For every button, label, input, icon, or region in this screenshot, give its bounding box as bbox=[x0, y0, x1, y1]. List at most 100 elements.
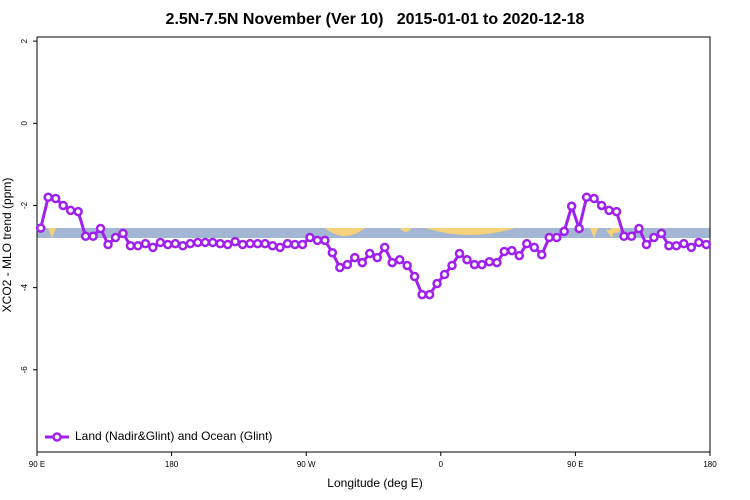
data-point bbox=[305, 232, 315, 243]
data-point bbox=[394, 254, 405, 265]
x-tick-label: 90 E bbox=[29, 460, 45, 469]
data-point bbox=[671, 240, 682, 251]
data-point bbox=[611, 206, 622, 217]
data-point bbox=[245, 238, 255, 249]
x-tick-label: 90 W bbox=[297, 460, 316, 469]
data-point bbox=[694, 237, 704, 248]
data-point bbox=[222, 239, 233, 250]
data-point bbox=[110, 232, 121, 243]
data-point bbox=[118, 228, 128, 239]
x-tick-label: 180 bbox=[703, 460, 717, 469]
data-point bbox=[95, 223, 106, 234]
data-point bbox=[327, 247, 338, 258]
data-point bbox=[641, 239, 652, 250]
data-point bbox=[417, 289, 427, 300]
data-point bbox=[125, 240, 136, 251]
data-point bbox=[387, 257, 397, 268]
data-point bbox=[537, 250, 547, 260]
data-point bbox=[237, 239, 248, 250]
chart-title: 2.5N-7.5N November (Ver 10) 2015-01-01 t… bbox=[166, 11, 585, 28]
y-tick-label: 0 bbox=[20, 121, 29, 126]
data-point bbox=[634, 223, 644, 234]
data-point bbox=[447, 260, 457, 271]
x-tick-label: 180 bbox=[165, 460, 179, 469]
data-point bbox=[207, 237, 218, 248]
data-point bbox=[35, 223, 46, 233]
data-point bbox=[148, 242, 158, 253]
data-point bbox=[514, 250, 525, 261]
data-point bbox=[484, 257, 495, 267]
legend-label: Land (Nadir&Glint) and Ocean (Glint) bbox=[75, 429, 272, 443]
data-point bbox=[477, 259, 487, 270]
data-point bbox=[260, 238, 270, 249]
data-point bbox=[439, 269, 450, 280]
legend-marker bbox=[52, 432, 62, 442]
data-point bbox=[469, 259, 480, 270]
data-point bbox=[372, 252, 382, 263]
data-point bbox=[432, 278, 442, 289]
data-point bbox=[88, 231, 98, 242]
data-point bbox=[365, 248, 375, 259]
data-point bbox=[252, 238, 263, 249]
data-point bbox=[163, 239, 173, 250]
data-point bbox=[402, 260, 412, 271]
data-point bbox=[454, 248, 465, 259]
data-point bbox=[596, 200, 607, 211]
data-point bbox=[290, 239, 300, 250]
data-point bbox=[312, 235, 323, 246]
data-point bbox=[185, 238, 196, 249]
map-strip bbox=[37, 228, 710, 238]
data-point bbox=[73, 206, 83, 217]
data-point bbox=[589, 193, 599, 204]
data-point bbox=[320, 235, 330, 246]
data-point bbox=[103, 239, 113, 250]
data-point bbox=[559, 226, 569, 237]
data-point bbox=[140, 238, 151, 249]
data-point bbox=[215, 238, 225, 249]
data-point bbox=[379, 242, 390, 253]
data-point bbox=[492, 257, 502, 268]
data-point bbox=[275, 242, 285, 253]
data-point bbox=[551, 232, 562, 243]
data-point bbox=[507, 245, 517, 256]
data-point bbox=[170, 238, 181, 249]
data-point bbox=[566, 201, 577, 212]
data-point bbox=[686, 242, 697, 253]
data-point bbox=[529, 242, 540, 253]
data-point bbox=[649, 232, 659, 243]
data-point bbox=[626, 231, 637, 242]
y-tick-label: -4 bbox=[20, 284, 29, 292]
data-point bbox=[178, 240, 188, 251]
data-point bbox=[357, 257, 368, 268]
data-point bbox=[43, 192, 53, 202]
y-tick-label: 2 bbox=[20, 38, 29, 43]
y-axis-label: XCO2 - MLO trend (ppm) bbox=[0, 178, 14, 313]
data-point bbox=[50, 193, 61, 204]
data-point bbox=[701, 239, 712, 250]
data-point bbox=[522, 238, 532, 249]
x-tick-label: 0 bbox=[439, 460, 444, 469]
data-point bbox=[297, 239, 308, 250]
data-point bbox=[462, 254, 472, 265]
data-point bbox=[200, 237, 210, 248]
data-point bbox=[544, 232, 554, 243]
data-point bbox=[619, 231, 629, 242]
data-point bbox=[335, 262, 345, 273]
data-point bbox=[267, 240, 278, 251]
y-tick-label: -2 bbox=[20, 201, 29, 209]
data-point bbox=[342, 259, 353, 270]
x-axis-label: Longitude (deg E) bbox=[327, 476, 422, 490]
x-tick-label: 90 E bbox=[567, 460, 583, 469]
data-point bbox=[58, 200, 68, 211]
data-point bbox=[193, 237, 203, 248]
data-point bbox=[133, 240, 143, 251]
data-point bbox=[80, 231, 91, 242]
data-point bbox=[155, 237, 166, 248]
data-point bbox=[424, 289, 435, 300]
data-point bbox=[409, 271, 420, 282]
data-point bbox=[679, 238, 689, 249]
data-point bbox=[604, 205, 614, 216]
data-point bbox=[282, 238, 293, 249]
data-point bbox=[350, 252, 360, 263]
